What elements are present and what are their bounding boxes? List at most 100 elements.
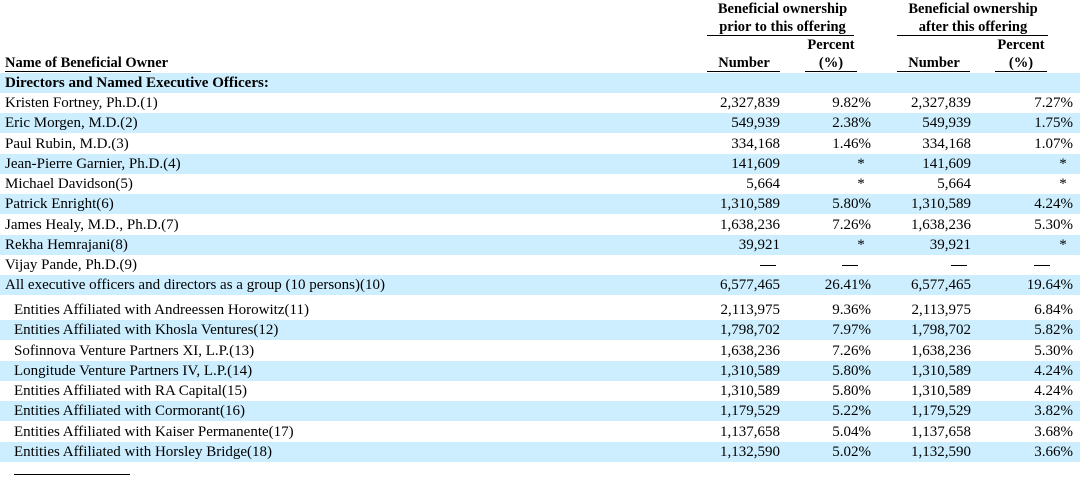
holder-1-percent-prior: 9.36%: [832, 302, 871, 318]
header-group-after-rule: [897, 35, 1048, 36]
holder-7-name: Entities Affiliated with Kaiser Permanen…: [14, 422, 294, 442]
holder-6-percent-after: 3.82%: [1034, 403, 1073, 419]
officer-3-footnote-ref: (3): [111, 136, 129, 152]
header-percent-after-line2: (%): [1008, 55, 1034, 71]
holder-5-name-text: Entities Affiliated with RA Capital: [14, 383, 223, 399]
header-group-prior-rule: [707, 35, 854, 36]
holder-2-row: Entities Affiliated with Khosla Ventures…: [0, 320, 1080, 340]
officer-7-number-after: 1,638,236: [911, 217, 971, 233]
header-number-prior-text: Number: [718, 55, 770, 71]
officer-8-name-text: Rekha Hemrajani: [5, 237, 111, 253]
officer-6-percent-after: 4.24%: [1034, 196, 1073, 212]
header-group-prior: Beneficial ownership prior to this offer…: [700, 0, 865, 36]
holder-3-percent-after: 5.30%: [1034, 343, 1073, 359]
officer-4-name-text: Jean-Pierre Garnier, Ph.D.: [5, 156, 164, 172]
officer-10-footnote-ref: (10): [360, 277, 386, 293]
officer-6-name-text: Patrick Enright: [5, 196, 97, 212]
officer-10-number-prior: 6,577,465: [720, 277, 780, 293]
header-group-after-line1: Beneficial ownership: [908, 1, 1038, 17]
holder-8-number-prior: 1,132,590: [720, 444, 780, 460]
officer-7-percent-prior: 7.26%: [832, 217, 871, 233]
holder-8-name: Entities Affiliated with Horsley Bridge(…: [14, 442, 272, 462]
holder-3-number-after: 1,638,236: [911, 343, 971, 359]
holder-5-name: Entities Affiliated with RA Capital(15): [14, 381, 247, 401]
officer-4-name: Jean-Pierre Garnier, Ph.D.(4): [5, 154, 181, 174]
officer-3-percent-prior: 1.46%: [832, 136, 871, 152]
holder-5-percent-prior: 5.80%: [832, 383, 871, 399]
officer-8-number-prior: 39,921: [738, 237, 780, 253]
holder-4-footnote-ref: (14): [227, 363, 253, 379]
holder-7-number-after: 1,137,658: [911, 424, 971, 440]
officer-2-percent-prior: 2.38%: [832, 115, 871, 131]
holder-7-row: Entities Affiliated with Kaiser Permanen…: [0, 422, 1080, 442]
header-group-after: Beneficial ownership after this offering: [888, 0, 1058, 36]
holder-5-percent-after: 4.24%: [1034, 383, 1073, 399]
officer-1-name: Kristen Fortney, Ph.D.(1): [5, 93, 158, 113]
officer-10-name-text: All executive officers and directors as …: [5, 277, 361, 293]
officer-9-percent-prior-dash: [842, 265, 858, 266]
header-percent-after-rule: [995, 71, 1047, 72]
holder-7-name-text: Entities Affiliated with Kaiser Permanen…: [14, 424, 269, 440]
officer-10-percent-after: 19.64%: [1026, 277, 1073, 293]
officer-8-footnote-ref: (8): [110, 237, 128, 253]
officer-6-footnote-ref: (6): [96, 196, 114, 212]
holder-1-name: Entities Affiliated with Andreessen Horo…: [14, 300, 309, 320]
holder-2-name: Entities Affiliated with Khosla Ventures…: [14, 320, 278, 340]
holder-5-footnote-ref: (15): [222, 383, 248, 399]
officer-10-row: All executive officers and directors as …: [0, 275, 1080, 295]
holder-8-name-text: Entities Affiliated with Horsley Bridge: [14, 444, 248, 460]
header-number-after-text: Number: [908, 55, 960, 71]
officer-3-percent-after: 1.07%: [1034, 136, 1073, 152]
officer-8-name: Rekha Hemrajani(8): [5, 235, 128, 255]
officer-6-name: Patrick Enright(6): [5, 194, 114, 214]
officer-7-row: James Healy, M.D., Ph.D.(7) 1,638,236 7.26…: [0, 215, 1080, 235]
officer-9-name: Vijay Pande, Ph.D.(9): [5, 255, 137, 275]
holder-5-number-prior: 1,310,589: [720, 383, 780, 399]
officer-5-percent-prior: *: [851, 174, 871, 194]
holder-6-percent-prior: 5.22%: [832, 403, 871, 419]
officer-3-row: Paul Rubin, M.D.(3) 334,168 1.46% 334,168 1.…: [0, 134, 1080, 154]
officer-8-percent-prior: *: [851, 235, 871, 255]
officer-6-row: Patrick Enright(6) 1,310,589 5.80% 1,310,58…: [0, 194, 1080, 214]
holder-2-percent-prior: 7.97%: [832, 322, 871, 338]
header-group-after-line2: after this offering: [918, 19, 1028, 35]
holder-8-number-after: 1,132,590: [911, 444, 971, 460]
header-percent-after-line1: Percent: [997, 37, 1045, 53]
officer-9-row: Vijay Pande, Ph.D.(9): [0, 255, 1080, 275]
holder-1-percent-after: 6.84%: [1034, 302, 1073, 318]
holder-7-number-prior: 1,137,658: [720, 424, 780, 440]
officer-5-number-prior: 5,664: [746, 176, 780, 192]
officer-7-percent-after: 5.30%: [1034, 217, 1073, 233]
holder-3-percent-prior: 7.26%: [832, 343, 871, 359]
officer-4-percent-after-star: *: [1059, 156, 1067, 172]
holder-6-name: Entities Affiliated with Cormorant(16): [14, 401, 245, 421]
header-group-prior-line2: prior to this offering: [719, 19, 846, 35]
officer-4-footnote-ref: (4): [163, 156, 181, 172]
officer-10-number-after: 6,577,465: [911, 277, 971, 293]
header-percent-prior-line2: (%): [818, 55, 844, 71]
holder-7-percent-prior: 5.04%: [832, 424, 871, 440]
header-col-name-rule: [5, 71, 151, 72]
holder-8-percent-prior: 5.02%: [832, 444, 871, 460]
holder-2-percent-after: 5.82%: [1034, 322, 1073, 338]
officer-4-percent-after: *: [1053, 154, 1073, 174]
officer-7-name: James Healy, M.D., Ph.D.(7): [5, 215, 179, 235]
holder-4-name: Longitude Venture Partners IV, L.P.(14): [14, 361, 252, 381]
header-number-prior: Number: [710, 54, 778, 72]
header-percent-prior-line1: Percent: [807, 37, 855, 53]
holder-4-row: Longitude Venture Partners IV, L.P.(14) 1…: [0, 361, 1080, 381]
officer-3-name-text: Paul Rubin, M.D.: [5, 136, 112, 152]
holder-8-row: Entities Affiliated with Horsley Bridge(…: [0, 442, 1080, 462]
officer-4-number-after: 141,609: [922, 156, 971, 172]
officer-8-percent-after-star: *: [1059, 237, 1067, 253]
officer-5-name-text: Michael Davidson: [5, 176, 116, 192]
officer-5-percent-after-star: *: [1059, 176, 1067, 192]
officer-6-number-after: 1,310,589: [911, 196, 971, 212]
holder-3-name-text: Sofinnova Venture Partners XI, L.P.: [14, 343, 230, 359]
holder-4-percent-after: 4.24%: [1034, 363, 1073, 379]
header-number-after-rule: [897, 71, 970, 72]
footnote-rule: [14, 474, 130, 475]
officer-5-percent-after: *: [1053, 174, 1073, 194]
header-percent-after: Percent (%): [990, 36, 1052, 72]
officer-10-percent-prior: 26.41%: [824, 277, 871, 293]
